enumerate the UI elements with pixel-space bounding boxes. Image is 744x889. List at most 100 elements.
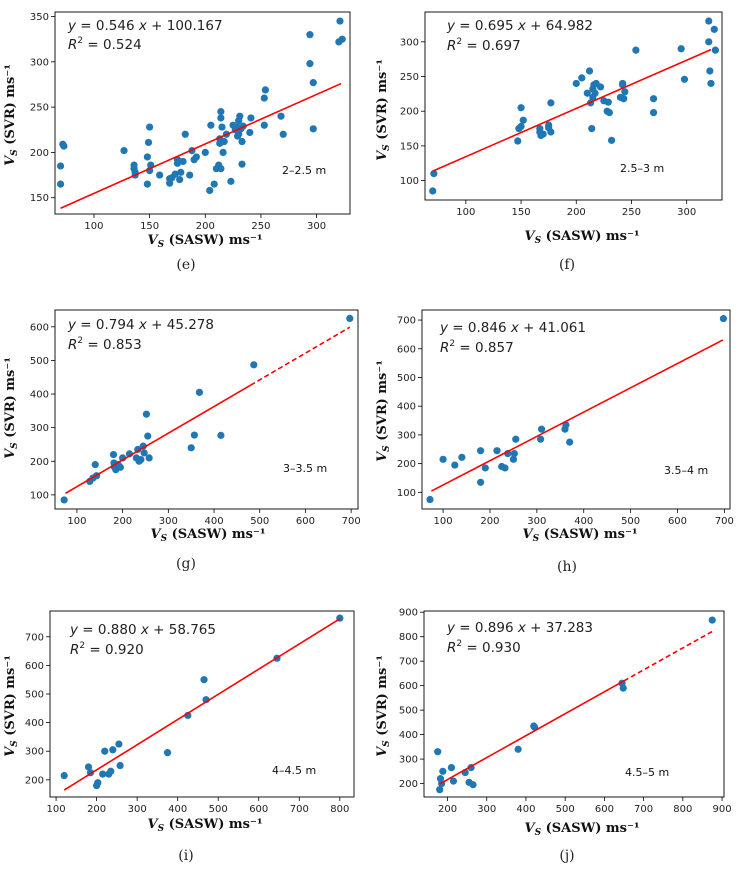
data-point — [192, 153, 200, 161]
data-point — [277, 112, 285, 120]
x-tick-label: 200 — [113, 516, 132, 527]
data-point — [217, 108, 225, 116]
data-point — [619, 684, 627, 692]
x-tick-label: 500 — [556, 804, 575, 815]
data-point — [146, 123, 154, 131]
data-point — [493, 447, 501, 455]
y-tick-label: 200 — [30, 457, 49, 468]
r-squared: R2 = 0.853 — [68, 336, 142, 353]
x-tick-label: 200 — [567, 207, 586, 218]
data-point — [238, 137, 246, 146]
y-tick-label: 300 — [397, 430, 416, 441]
data-point — [60, 771, 68, 780]
data-point — [84, 763, 93, 771]
scatter-chart: 100 200 300 400 500 600 700 100 200 300 400 500 600 y… — [3, 309, 361, 544]
panel-caption: (f) — [558, 257, 576, 273]
data-point — [309, 79, 317, 87]
x-tick-label: 400 — [516, 804, 535, 815]
panel-caption: (g) — [176, 556, 196, 572]
fit-equation: y = 0.695 x + 64.982 — [446, 18, 593, 34]
data-point — [509, 455, 518, 463]
x-tick-label: 700 — [342, 516, 361, 527]
y-tick-label: 300 — [30, 57, 49, 68]
data-point — [176, 175, 184, 184]
x-tick-label: 200 — [438, 804, 457, 815]
fit-equation: y = 0.546 x + 100.167 — [67, 18, 223, 34]
y-tick-label: 150 — [30, 193, 49, 204]
data-point — [547, 128, 555, 136]
data-point — [235, 130, 243, 138]
data-point — [156, 171, 164, 179]
scatter-chart: 100 200 300 400 500 600 700 100 200 300 400 500 600 7… — [375, 309, 734, 544]
x-tick-label: 700 — [715, 516, 734, 527]
data-point — [116, 761, 124, 770]
data-point — [588, 124, 596, 133]
x-tick-label: 800 — [673, 804, 692, 815]
data-point — [447, 764, 456, 772]
fit-equation: y = 0.880 x + 58.765 — [69, 622, 216, 638]
data-point — [163, 749, 172, 757]
x-tick-label: 500 — [250, 516, 269, 527]
panel-caption: (e) — [176, 257, 196, 273]
r-squared: R2 = 0.524 — [68, 36, 142, 53]
y-tick-label: 600 — [30, 322, 49, 333]
data-point — [190, 431, 198, 439]
data-point — [187, 444, 195, 452]
data-point — [677, 45, 685, 53]
fit-line — [60, 82, 342, 209]
depth-range-label: 3.5–4 m — [664, 464, 708, 477]
y-tick-label: 300 — [30, 423, 49, 434]
data-point — [439, 455, 447, 463]
scatter-panel-i: 100 200 300 400 500 600 700 800 200 300 400 500 600 7… — [0, 594, 372, 889]
y-axis-label: VS (SVR) ms⁻¹ — [375, 360, 392, 462]
data-point — [60, 496, 68, 504]
data-point — [201, 148, 209, 157]
data-point — [217, 165, 225, 173]
fit-line-dashed — [250, 326, 351, 386]
y-tick-label: 200 — [30, 148, 49, 159]
x-tick-label: 300 — [128, 804, 147, 815]
data-point — [236, 112, 244, 120]
data-point — [260, 121, 268, 129]
x-tick-label: 600 — [296, 516, 315, 527]
y-tick-label: 500 — [25, 689, 44, 700]
scatter-panel-f: 100 150 200 250 300 100 150 200 250 300 y = 0.695 … — [372, 0, 744, 296]
r-squared: R2 = 0.920 — [70, 641, 144, 658]
depth-range-label: 2–2.5 m — [282, 164, 326, 177]
x-tick-label: 500 — [209, 804, 228, 815]
scatter-chart: 100 150 200 250 300 150 200 250 300 350 y = 0.546 … — [3, 11, 351, 250]
data-point — [306, 31, 314, 39]
y-tick-label: 200 — [399, 779, 418, 790]
data-point — [145, 454, 153, 462]
plot-frame — [54, 11, 351, 215]
y-tick-label: 700 — [25, 632, 44, 643]
x-axis-label: VS (SASW) ms⁻¹ — [150, 527, 265, 544]
data-point — [144, 432, 152, 440]
data-point — [547, 99, 555, 107]
x-tick-label: 700 — [290, 804, 309, 815]
scatter-panel-h: 100 200 300 400 500 600 700 100 200 300 400 500 600 7… — [372, 296, 744, 594]
data-point — [710, 25, 718, 33]
data-point — [143, 180, 151, 188]
y-tick-label: 400 — [399, 730, 418, 741]
data-point — [512, 435, 520, 443]
data-point — [60, 142, 68, 150]
y-tick-label: 200 — [397, 459, 416, 470]
y-tick-label: 200 — [400, 107, 419, 118]
data-point — [705, 17, 713, 25]
x-tick-label: 150 — [512, 207, 531, 218]
scatter-panel-e: 100 150 200 250 300 150 200 250 300 350 y = 0.546 … — [0, 0, 372, 296]
data-point — [247, 114, 255, 122]
y-axis-label: VS (SVR) ms⁻¹ — [3, 357, 20, 459]
data-point — [227, 177, 235, 185]
x-tick-label: 250 — [251, 221, 270, 232]
data-point — [434, 748, 442, 756]
data-point — [583, 89, 591, 97]
data-point — [578, 74, 586, 82]
y-tick-label: 350 — [30, 12, 49, 23]
data-point — [56, 180, 65, 188]
x-axis-label: VS (SASW) ms⁻¹ — [147, 233, 262, 250]
panel-caption: (i) — [178, 848, 194, 864]
data-point — [449, 777, 458, 785]
scatter-panel-g: 100 200 300 400 500 600 700 100 200 300 400 500 600 y… — [0, 296, 372, 594]
